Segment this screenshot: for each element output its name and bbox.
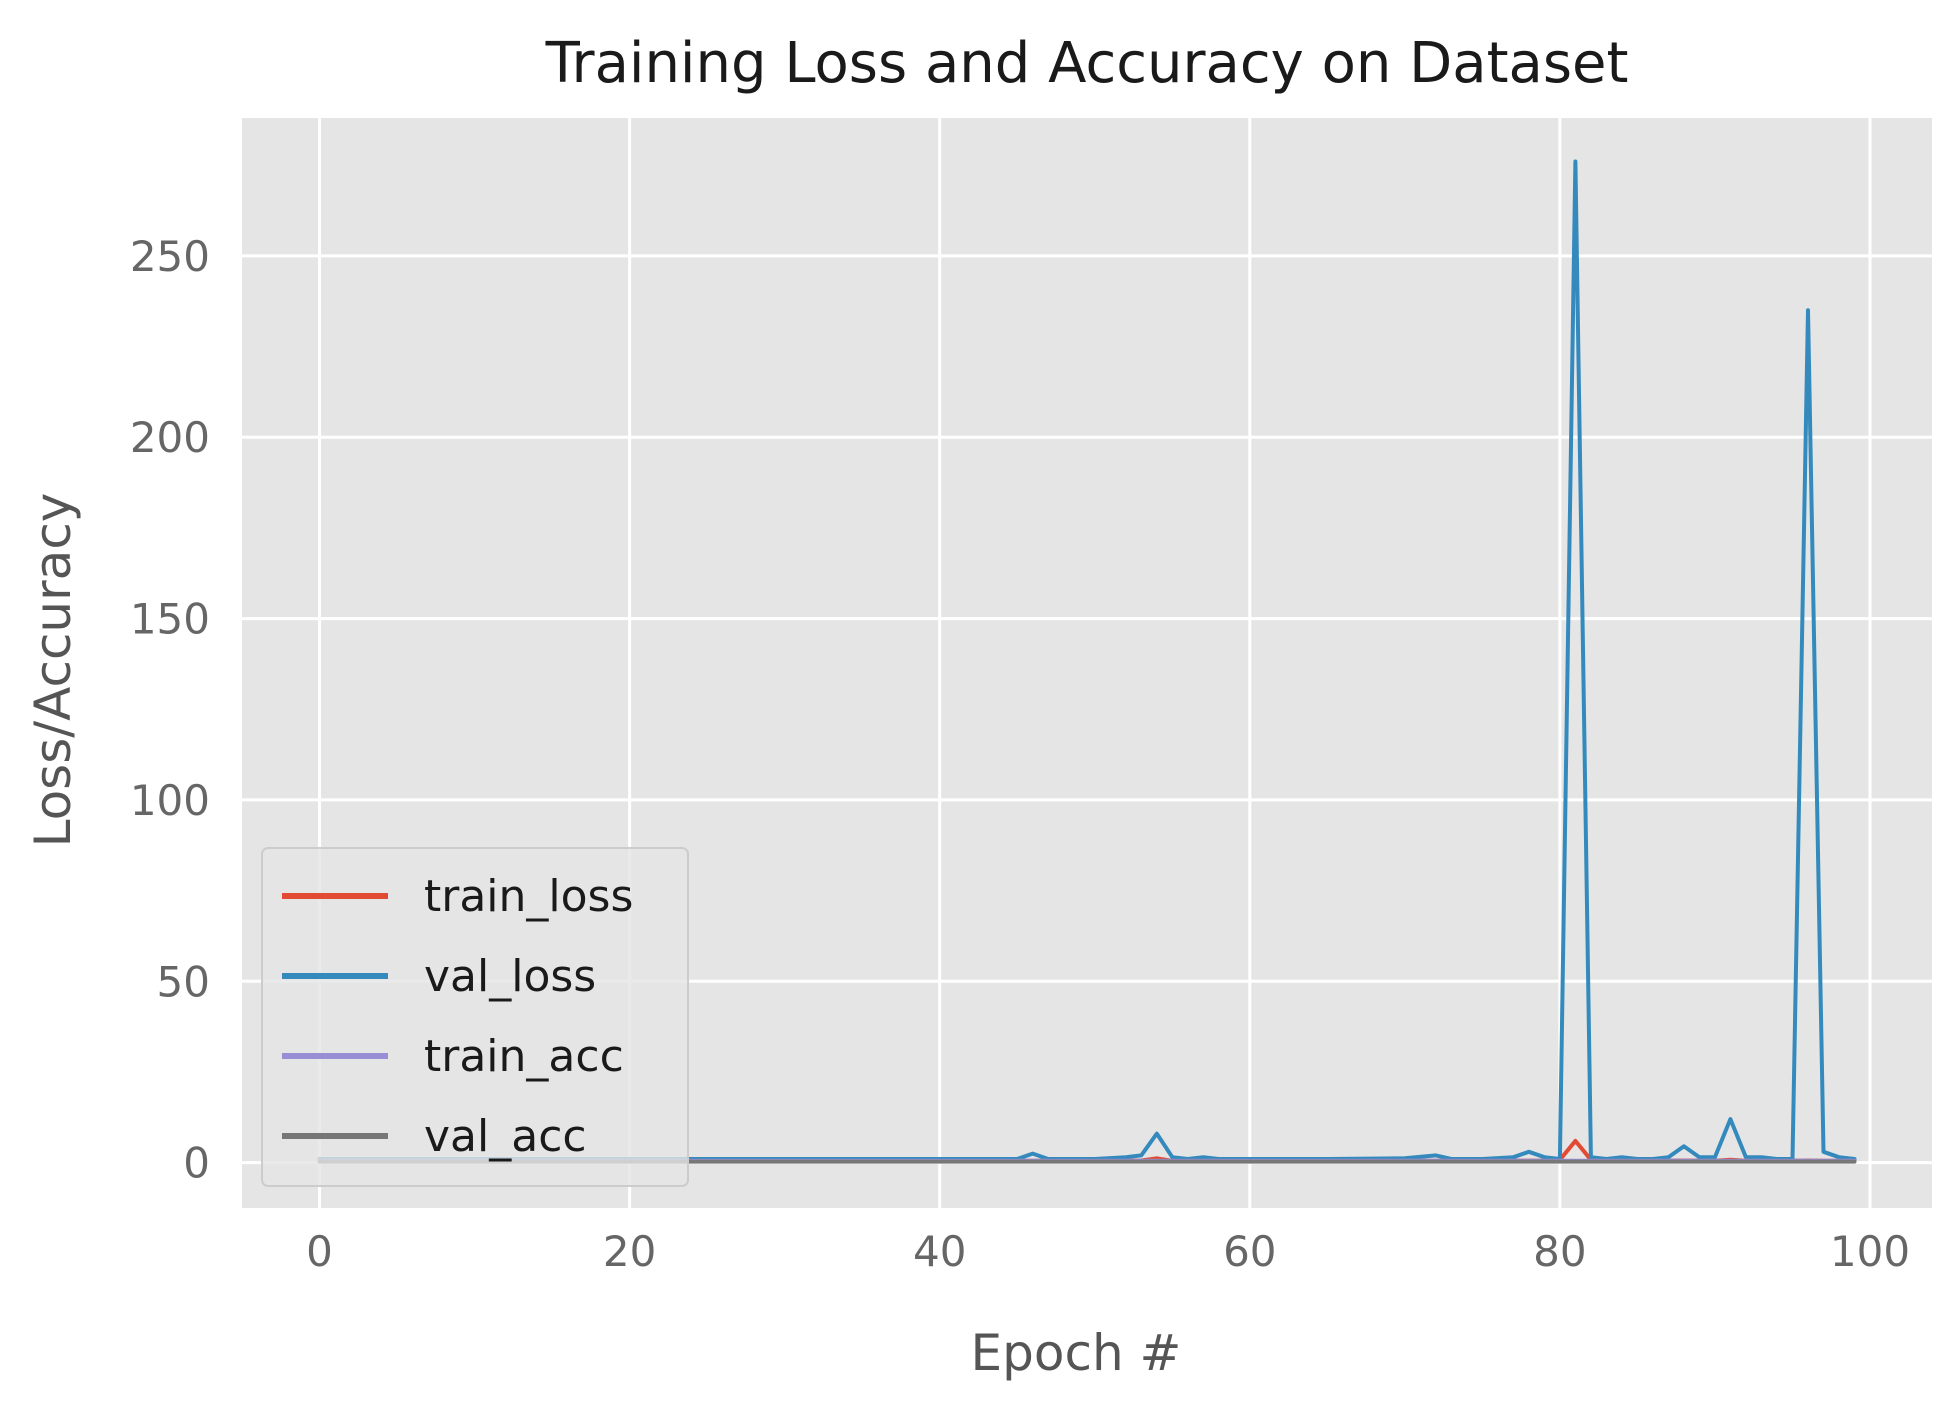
legend: train_loss val_loss train_acc val_acc [261,847,689,1187]
y-tick-label-4: 200 [130,413,210,462]
x-tick-label-1: 20 [603,1227,656,1276]
x-tick-label-5: 100 [1830,1227,1910,1276]
x-tick-label-4: 80 [1533,1227,1586,1276]
y-tick-label-1: 50 [157,957,210,1006]
x-tick-label-3: 60 [1223,1227,1276,1276]
legend-label-val_loss: val_loss [424,951,596,1002]
chart-title: Training Loss and Accuracy on Dataset [545,31,1629,96]
y-axis-label: Loss/Accuracy [24,493,82,848]
y-tick-label-2: 100 [130,776,210,825]
legend-label-train_acc: train_acc [424,1031,624,1082]
x-tick-label-2: 40 [913,1227,966,1276]
y-tick-label-5: 250 [130,232,210,281]
legend-label-train_loss: train_loss [424,871,633,922]
tick-labels: 0 20 40 60 80 100 0 50 100 150 200 250 [130,232,1910,1276]
y-tick-label-0: 0 [183,1139,210,1188]
legend-label-val_acc: val_acc [424,1111,587,1162]
legend-box [261,847,689,1187]
x-axis-label: Epoch # [971,1324,1182,1382]
x-tick-label-0: 0 [306,1227,333,1276]
y-tick-label-3: 150 [130,595,210,644]
legend-entries: train_loss val_loss train_acc val_acc [282,871,633,1162]
